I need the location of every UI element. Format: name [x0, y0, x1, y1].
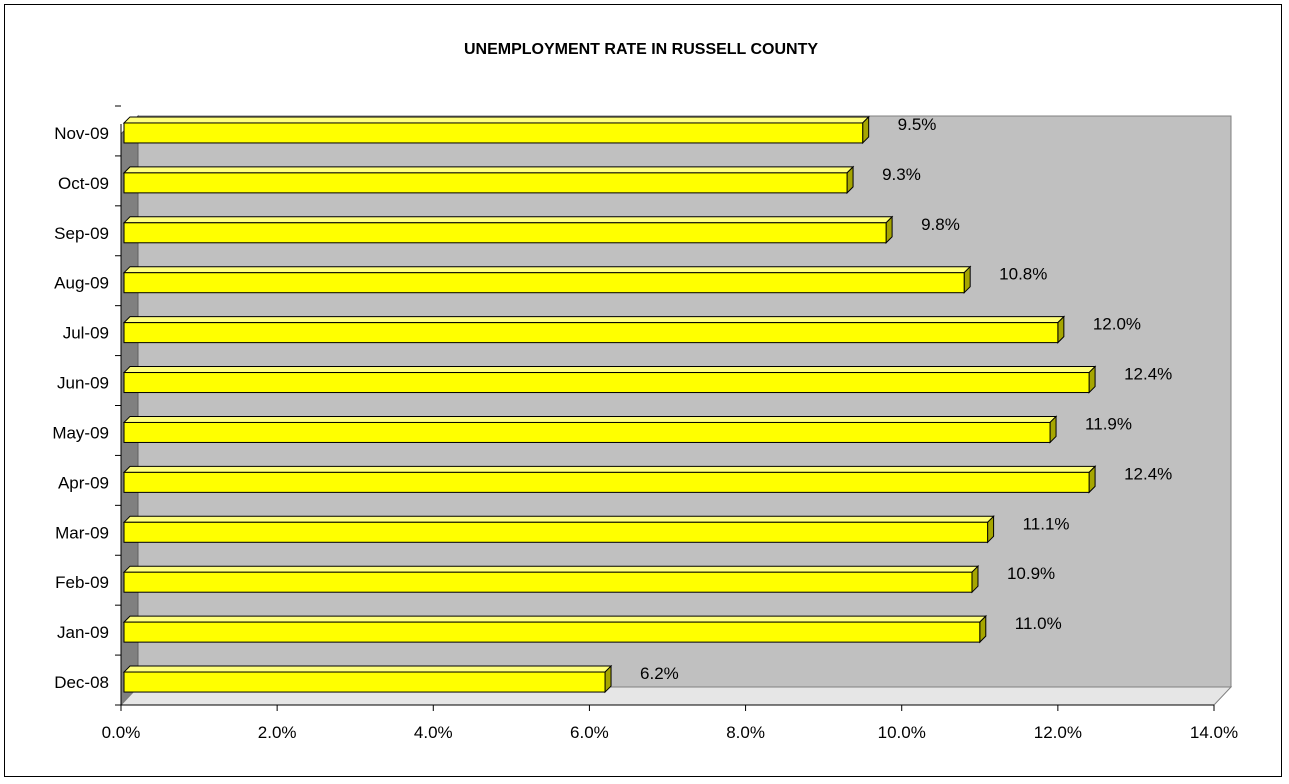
bar-top-face — [122, 266, 972, 274]
bar-top-face — [122, 116, 870, 124]
bar-mar-09 — [123, 521, 989, 543]
bar-top-face — [122, 615, 987, 623]
y-tick-label: Nov-09 — [54, 124, 109, 143]
data-label: 11.1% — [1023, 514, 1070, 533]
bar-apr-09 — [123, 471, 1090, 493]
bar-dec-08 — [123, 671, 606, 693]
data-label: 12.4% — [1124, 464, 1172, 483]
chart-title: UNEMPLOYMENT RATE IN RUSSELL COUNTY — [464, 41, 818, 58]
data-label: 9.8% — [921, 215, 960, 234]
x-tick-label: 8.0% — [726, 723, 765, 742]
bar-top-face — [122, 415, 1058, 423]
x-tick-label: 14.0% — [1190, 723, 1238, 742]
x-tick-label: 0.0% — [102, 723, 141, 742]
bar-aug-09 — [123, 272, 965, 294]
y-tick-label: May-09 — [52, 423, 109, 442]
bar-top-face — [122, 465, 1097, 473]
bar-feb-09 — [123, 571, 973, 593]
bar-sep-09 — [123, 222, 887, 244]
x-tick-label: 6.0% — [570, 723, 609, 742]
y-tick-label: Sep-09 — [54, 224, 109, 243]
y-tick-label: Dec-08 — [54, 673, 109, 692]
data-label: 9.3% — [882, 165, 921, 184]
y-tick-label: Oct-09 — [58, 174, 109, 193]
bar-top-face — [122, 216, 894, 224]
data-label: 10.9% — [1007, 564, 1055, 583]
data-label: 9.5% — [898, 115, 937, 134]
x-tick-label: 2.0% — [258, 723, 297, 742]
bar-may-09 — [123, 421, 1051, 443]
data-label: 6.2% — [640, 664, 679, 683]
bar-top-face — [122, 316, 1066, 324]
bar-nov-09 — [123, 122, 864, 144]
y-tick-label: Aug-09 — [54, 274, 109, 293]
bar-jul-09 — [123, 322, 1059, 344]
bar-oct-09 — [123, 172, 848, 194]
bar-top-face — [122, 565, 980, 573]
x-tick-label: 4.0% — [414, 723, 453, 742]
y-tick-label: Mar-09 — [55, 523, 109, 542]
bar-jan-09 — [123, 621, 981, 643]
plot-back-wall — [137, 115, 1232, 688]
data-label: 12.4% — [1124, 365, 1172, 384]
y-tick-label: Jan-09 — [57, 623, 109, 642]
bar-top-face — [122, 366, 1097, 374]
data-label: 11.0% — [1015, 614, 1062, 633]
x-tick-label: 12.0% — [1034, 723, 1082, 742]
y-tick-label: Feb-09 — [55, 573, 109, 592]
data-label: 11.9% — [1085, 414, 1132, 433]
y-tick-label: Jul-09 — [63, 324, 109, 343]
bar-top-face — [122, 515, 995, 523]
bar-top-face — [122, 166, 855, 174]
bar-top-face — [122, 665, 613, 673]
y-tick-label: Jun-09 — [57, 374, 109, 393]
plot-area: 0.0% 2.0% 4.0% 6.0% 8.0% 10.0% 12.0% 14.0% Dec-0… — [52, 105, 1238, 742]
data-label: 12.0% — [1093, 315, 1141, 334]
x-tick-label: 10.0% — [878, 723, 926, 742]
y-tick-label: Apr-09 — [58, 473, 109, 492]
data-label: 10.8% — [999, 265, 1047, 284]
bar-jun-09 — [123, 372, 1090, 394]
